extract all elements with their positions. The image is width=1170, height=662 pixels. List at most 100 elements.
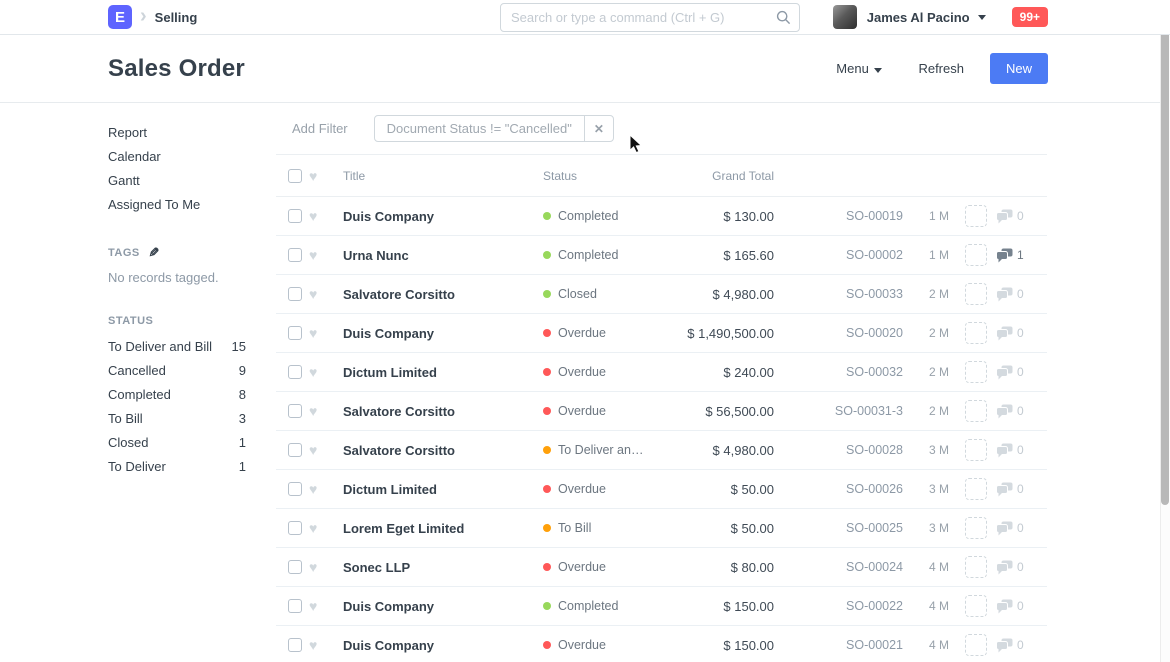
table-row[interactable]: ♥ Duis Company Overdue $ 150.00 SO-00021…	[276, 626, 1047, 662]
assign-button[interactable]	[965, 439, 987, 461]
status-filter-item[interactable]: To Deliver and Bill 15	[108, 339, 246, 354]
row-title[interactable]: Duis Company	[343, 598, 435, 614]
row-title[interactable]: Dictum Limited	[343, 481, 437, 497]
comments-button[interactable]: 0	[996, 287, 1024, 302]
assign-button[interactable]	[965, 634, 987, 656]
user-menu[interactable]: James Al Pacino	[866, 9, 970, 25]
assign-button[interactable]	[965, 283, 987, 305]
row-checkbox[interactable]	[288, 638, 302, 652]
row-id[interactable]: SO-00002	[846, 248, 903, 262]
row-checkbox[interactable]	[288, 287, 302, 301]
row-checkbox[interactable]	[288, 404, 302, 418]
row-title[interactable]: Salvatore Corsitto	[343, 286, 455, 302]
notifications-badge[interactable]: 99+	[1011, 7, 1048, 27]
sidebar-item-assigned-to-me[interactable]: Assigned To Me	[108, 197, 201, 212]
assign-button[interactable]	[965, 556, 987, 578]
comments-button[interactable]: 0	[996, 638, 1024, 653]
row-title[interactable]: Salvatore Corsitto	[343, 403, 455, 419]
sidebar-item-gantt[interactable]: Gantt	[108, 173, 140, 188]
assign-button[interactable]	[965, 517, 987, 539]
assign-button[interactable]	[965, 478, 987, 500]
row-id[interactable]: SO-00028	[846, 443, 903, 457]
table-row[interactable]: ♥ Sonec LLP Overdue $ 80.00 SO-00024 4 M…	[276, 548, 1047, 587]
row-title[interactable]: Salvatore Corsitto	[343, 442, 455, 458]
row-checkbox[interactable]	[288, 482, 302, 496]
assign-button[interactable]	[965, 361, 987, 383]
comments-button[interactable]: 0	[996, 326, 1024, 341]
filter-chip[interactable]: Document Status != "Cancelled" ✕	[373, 115, 614, 142]
table-row[interactable]: ♥ Salvatore Corsitto Closed $ 4,980.00 S…	[276, 275, 1047, 314]
like-heart-icon[interactable]: ♥	[309, 208, 318, 224]
user-avatar[interactable]	[832, 5, 857, 29]
table-row[interactable]: ♥ Duis Company Completed $ 150.00 SO-000…	[276, 587, 1047, 626]
comments-button[interactable]: 0	[996, 209, 1024, 224]
row-id[interactable]: SO-00031-3	[834, 404, 903, 418]
like-heart-icon[interactable]: ♥	[309, 286, 318, 302]
row-id[interactable]: SO-00024	[846, 560, 903, 574]
sidebar-item-report[interactable]: Report	[108, 125, 148, 140]
assign-button[interactable]	[965, 244, 987, 266]
row-id[interactable]: SO-00032	[846, 365, 903, 379]
search-input[interactable]	[501, 9, 776, 25]
like-heart-icon[interactable]: ♥	[309, 247, 318, 263]
row-checkbox[interactable]	[288, 599, 302, 613]
assign-button[interactable]	[965, 400, 987, 422]
row-title[interactable]: Duis Company	[343, 208, 435, 224]
row-checkbox[interactable]	[288, 326, 302, 340]
row-checkbox[interactable]	[288, 521, 302, 535]
breadcrumb[interactable]: Selling	[154, 9, 198, 25]
menu-button[interactable]: Menu	[836, 61, 883, 76]
page-scrollbar[interactable]	[1160, 0, 1170, 662]
row-title[interactable]: Sonec LLP	[343, 559, 411, 575]
comments-button[interactable]: 0	[996, 560, 1024, 575]
select-all-checkbox[interactable]	[288, 168, 302, 183]
row-id[interactable]: SO-00020	[846, 326, 903, 340]
scrollbar-thumb[interactable]	[1161, 0, 1169, 505]
like-heart-icon[interactable]: ♥	[309, 325, 318, 341]
like-heart-icon[interactable]: ♥	[309, 520, 318, 536]
table-row[interactable]: ♥ Dictum Limited Overdue $ 50.00 SO-0002…	[276, 470, 1047, 509]
add-filter-button[interactable]: Add Filter	[292, 121, 348, 136]
assign-button[interactable]	[965, 205, 987, 227]
status-filter-item[interactable]: Closed 1	[108, 435, 246, 450]
like-heart-icon[interactable]: ♥	[309, 442, 318, 458]
row-checkbox[interactable]	[288, 365, 302, 379]
status-filter-item[interactable]: Completed 8	[108, 387, 246, 402]
table-row[interactable]: ♥ Duis Company Completed $ 130.00 SO-000…	[276, 197, 1047, 236]
row-id[interactable]: SO-00019	[846, 209, 903, 223]
comments-button[interactable]: 0	[996, 482, 1024, 497]
row-id[interactable]: SO-00022	[846, 599, 903, 613]
heart-icon[interactable]: ♥	[309, 167, 318, 184]
row-title[interactable]: Lorem Eget Limited	[343, 520, 465, 536]
row-id[interactable]: SO-00025	[846, 521, 903, 535]
row-title[interactable]: Urna Nunc	[343, 247, 409, 263]
edit-tags-icon[interactable]: ✎	[147, 245, 160, 260]
comments-button[interactable]: 1	[996, 248, 1024, 263]
row-checkbox[interactable]	[288, 443, 302, 457]
table-row[interactable]: ♥ Salvatore Corsitto Overdue $ 56,500.00…	[276, 392, 1047, 431]
refresh-button[interactable]: Refresh	[918, 61, 964, 76]
like-heart-icon[interactable]: ♥	[309, 364, 318, 380]
comments-button[interactable]: 0	[996, 443, 1024, 458]
like-heart-icon[interactable]: ♥	[309, 481, 318, 497]
comments-button[interactable]: 0	[996, 599, 1024, 614]
table-row[interactable]: ♥ Lorem Eget Limited To Bill $ 50.00 SO-…	[276, 509, 1047, 548]
row-id[interactable]: SO-00021	[846, 638, 903, 652]
row-title[interactable]: Duis Company	[343, 325, 435, 341]
app-logo[interactable]: E	[108, 5, 132, 29]
like-heart-icon[interactable]: ♥	[309, 598, 318, 614]
comments-button[interactable]: 0	[996, 365, 1024, 380]
row-checkbox[interactable]	[288, 560, 302, 574]
row-title[interactable]: Dictum Limited	[343, 364, 437, 380]
status-filter-item[interactable]: To Deliver 1	[108, 459, 246, 474]
status-filter-item[interactable]: Cancelled 9	[108, 363, 246, 378]
new-button[interactable]: New	[989, 53, 1048, 84]
assign-button[interactable]	[965, 322, 987, 344]
like-heart-icon[interactable]: ♥	[309, 559, 318, 575]
table-row[interactable]: ♥ Salvatore Corsitto To Deliver an… $ 4,…	[276, 431, 1047, 470]
row-id[interactable]: SO-00026	[846, 482, 903, 496]
comments-button[interactable]: 0	[996, 521, 1024, 536]
table-row[interactable]: ♥ Urna Nunc Completed $ 165.60 SO-00002 …	[276, 236, 1047, 275]
row-title[interactable]: Duis Company	[343, 637, 435, 653]
table-row[interactable]: ♥ Duis Company Overdue $ 1,490,500.00 SO…	[276, 314, 1047, 353]
